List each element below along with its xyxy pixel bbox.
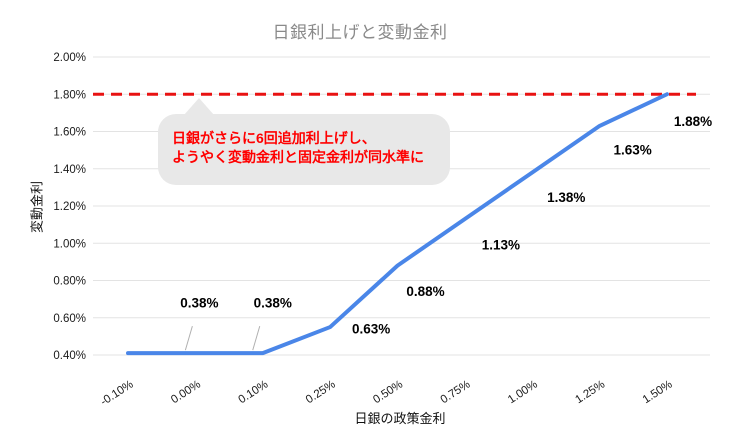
leader-line [252, 325, 261, 351]
data-point-label: 1.88% [674, 114, 712, 129]
series-line [126, 92, 669, 356]
y-tick-label: 1.80% [53, 89, 86, 101]
y-tick-label: 1.40% [53, 164, 86, 176]
x-tick-label: 0.00% [169, 378, 203, 406]
y-tick-label: 0.40% [53, 350, 86, 362]
y-tick-label: 0.60% [53, 313, 86, 325]
data-point-label: 0.88% [406, 284, 444, 299]
y-tick-label: 1.00% [53, 238, 86, 250]
data-point-label: 1.63% [613, 142, 651, 157]
y-tick-label: 0.80% [53, 276, 86, 288]
x-tick-label: 1.25% [573, 378, 607, 406]
data-point-label: 0.63% [352, 322, 390, 337]
y-axis-title: 変動金利 [29, 180, 45, 234]
x-tick-label: -0.10% [99, 378, 136, 408]
annotation-line-1: 日銀がさらに6回追加利上げし、 [172, 130, 376, 146]
data-point-label: 1.38% [547, 190, 585, 205]
x-tick-label: 1.00% [506, 378, 540, 406]
chart-title: 日銀利上げと変動金利 [272, 23, 448, 42]
annotation-line-2: ようやく変動金利と固定金利が同水準に [172, 149, 424, 165]
x-axis-title: 日銀の政策金利 [354, 411, 446, 426]
x-tick-label: 0.50% [371, 378, 405, 406]
x-tick-label: 0.75% [439, 378, 473, 406]
y-tick-label: 1.20% [53, 201, 86, 213]
y-tick-label: 2.00% [53, 52, 86, 64]
annotation-bubble: 日銀がさらに6回追加利上げし、 ようやく変動金利と固定金利が同水準に [158, 98, 450, 185]
data-point-label: 0.38% [180, 296, 218, 311]
y-tick-label: 1.60% [53, 127, 86, 139]
annotation-tail-icon [184, 98, 214, 115]
x-tick-label: 0.25% [304, 378, 338, 406]
data-point-label: 1.13% [482, 238, 520, 253]
leader-line [184, 325, 193, 351]
x-tick-label: 0.10% [236, 378, 270, 406]
data-point-label: 0.38% [254, 296, 292, 311]
x-tick-label: 1.50% [641, 378, 675, 406]
